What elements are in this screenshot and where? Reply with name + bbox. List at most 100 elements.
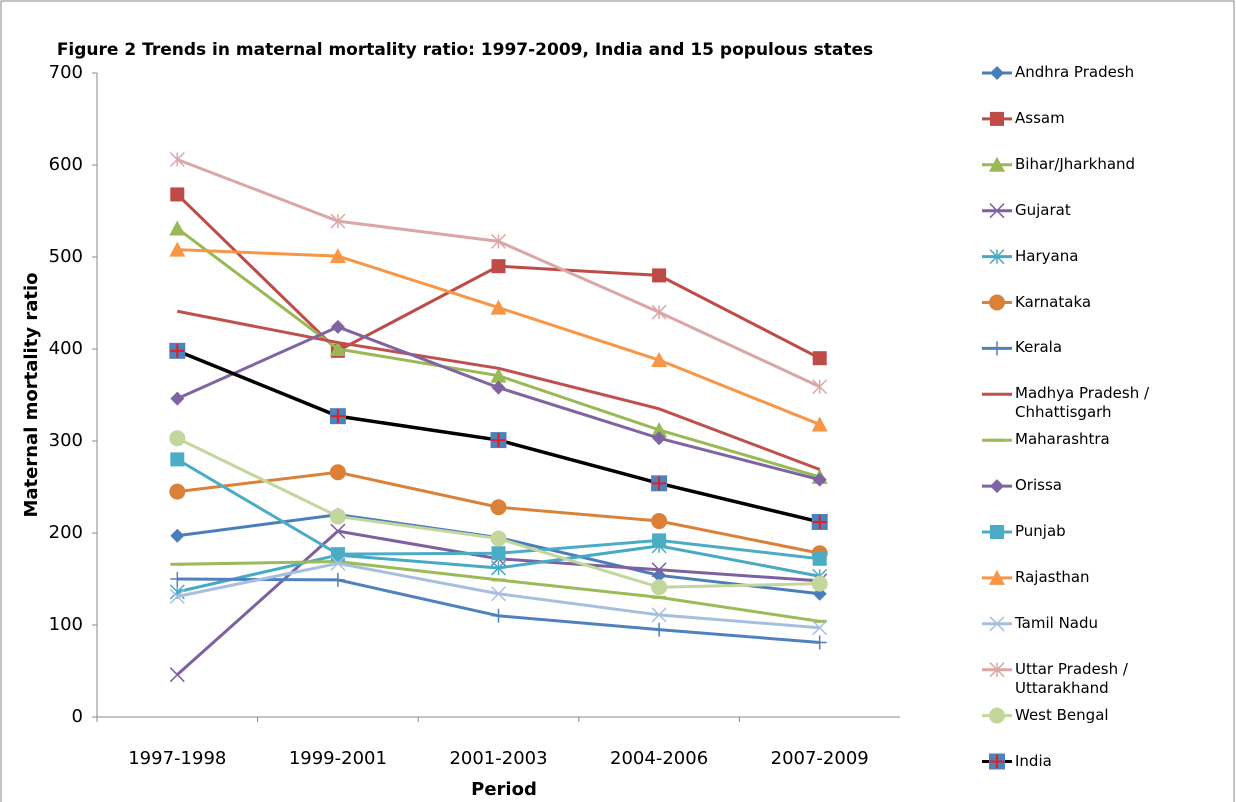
x-tick-label: 1997-1998	[128, 748, 226, 769]
y-tick-label: 200	[49, 522, 83, 543]
data-point	[490, 560, 507, 576]
legend-label: Rajasthan	[1015, 567, 1090, 586]
data-point	[651, 421, 668, 437]
marker-cross	[491, 433, 506, 448]
series-line	[177, 248, 821, 426]
data-point	[652, 533, 667, 548]
data-point	[330, 572, 345, 587]
data-point	[330, 547, 345, 562]
data-point	[329, 464, 346, 481]
data-point	[490, 530, 507, 547]
y-tick-label: 100	[49, 614, 83, 635]
legend-marker	[989, 203, 1005, 219]
data-point	[811, 416, 828, 432]
legend-label: Maharashtra	[1015, 430, 1110, 449]
data-point	[490, 367, 507, 383]
data-point	[330, 319, 345, 334]
data-point	[651, 304, 667, 320]
legend-marker	[990, 111, 1004, 126]
legend-marker	[989, 753, 1005, 770]
x-tick-label: 2001-2003	[449, 748, 547, 769]
legend-marker	[989, 707, 1005, 724]
legend-marker	[989, 569, 1005, 585]
series-line	[176, 193, 821, 360]
data-point	[490, 499, 507, 516]
legend-label: Uttar Pradesh / Uttarakhand	[1015, 659, 1128, 697]
data-point	[329, 341, 346, 356]
data-point	[169, 430, 186, 447]
legend-marker	[989, 156, 1005, 172]
data-point	[330, 213, 346, 229]
legend-marker	[990, 525, 1004, 539]
legend-marker	[990, 66, 1004, 80]
data-point	[812, 472, 827, 487]
data-point	[329, 248, 346, 264]
data-point	[652, 268, 667, 283]
legend-label: India	[1015, 751, 1052, 770]
marker-cross	[330, 409, 345, 424]
data-point	[811, 513, 828, 530]
data-point	[812, 351, 827, 366]
legend-label: Karnataka	[1015, 292, 1092, 311]
marker-cross	[170, 343, 185, 358]
legend-marker	[990, 479, 1004, 494]
data-point	[491, 546, 506, 561]
data-point	[329, 408, 346, 425]
data-point	[652, 568, 667, 583]
legend-label: Andhra Pradesh	[1015, 63, 1135, 81]
legend-label: Kerala	[1015, 338, 1063, 357]
legend-label: Punjab	[1015, 522, 1066, 540]
marker-cross	[990, 754, 1004, 769]
data-point	[651, 475, 668, 492]
series-line	[177, 309, 821, 471]
legend-label: Tamil Nadu	[1015, 613, 1099, 632]
x-tick-label: 2007-2009	[771, 748, 869, 769]
chart-title: Figure 2 Trends in maternal mortality ra…	[57, 40, 873, 60]
y-tick-label: 500	[49, 246, 83, 267]
x-tick-label: 1999-2001	[289, 748, 387, 769]
data-point	[491, 259, 506, 274]
y-tick-label: 700	[49, 62, 83, 83]
data-point	[490, 233, 507, 249]
data-point	[812, 620, 828, 636]
data-point	[169, 342, 186, 359]
legend-marker	[989, 616, 1005, 632]
legend-label: Madhya Pradesh / Chhattisgarh	[1015, 384, 1150, 422]
data-point	[651, 352, 668, 368]
y-tick-label: 300	[49, 430, 83, 451]
data-point	[811, 575, 828, 592]
legend-label: Bihar/Jharkhand	[1015, 154, 1136, 173]
legend-marker	[989, 662, 1005, 678]
data-point	[329, 508, 346, 525]
data-point	[812, 551, 827, 566]
y-tick-label: 0	[72, 706, 83, 727]
data-point	[490, 432, 507, 449]
x-tick-label: 2004-2006	[610, 748, 708, 769]
data-point	[651, 607, 667, 623]
legend-label: Gujarat	[1015, 200, 1071, 219]
series-line	[176, 325, 821, 482]
data-point	[491, 380, 506, 395]
legend-marker	[989, 249, 1005, 265]
data-point	[169, 220, 186, 236]
legend-label: West Bengal	[1015, 705, 1109, 724]
y-tick-label: 600	[49, 154, 83, 175]
legend-label: Assam	[1015, 108, 1065, 127]
data-point	[170, 572, 185, 586]
data-point	[169, 483, 186, 500]
x-axis-label: Period	[471, 779, 537, 800]
marker-cross	[812, 514, 827, 529]
legend-marker	[989, 294, 1005, 311]
data-point	[169, 151, 185, 168]
data-point	[651, 513, 668, 530]
legend-label: Orissa	[1015, 476, 1062, 495]
data-point	[651, 579, 668, 596]
data-point	[330, 523, 346, 539]
data-point	[169, 667, 185, 683]
legend-marker	[990, 341, 1004, 356]
data-point	[490, 586, 507, 602]
data-point	[169, 241, 186, 257]
